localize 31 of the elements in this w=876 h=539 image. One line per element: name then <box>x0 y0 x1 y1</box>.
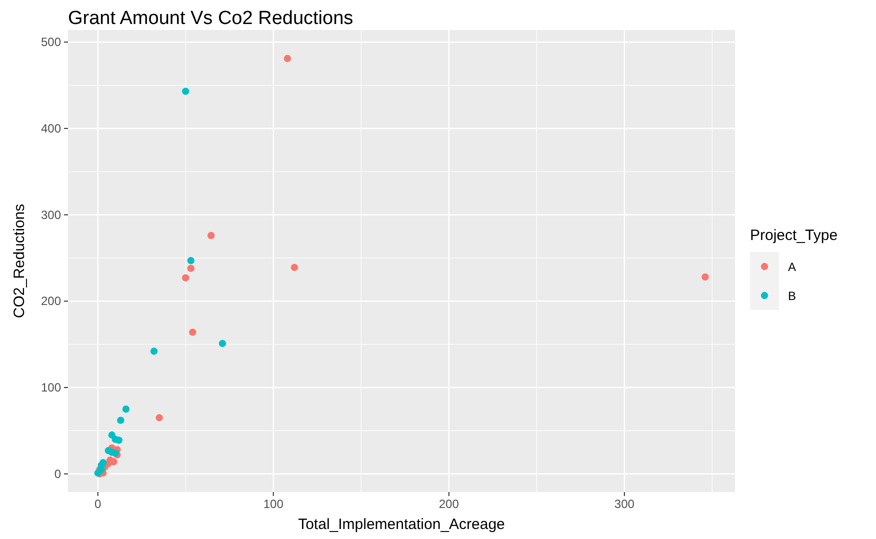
y-tick-label: 200 <box>40 294 62 308</box>
point <box>150 348 158 355</box>
point <box>187 264 194 272</box>
point <box>207 232 215 240</box>
x-tick-label: 100 <box>263 497 284 511</box>
point <box>115 436 123 444</box>
point <box>189 328 196 336</box>
point <box>187 256 194 264</box>
y-tick-label: 300 <box>40 208 62 222</box>
y-tick-label: 100 <box>40 380 62 395</box>
y-tick-label: 500 <box>40 35 62 50</box>
point <box>122 406 130 413</box>
legend-title: Project_Type <box>750 227 838 244</box>
point <box>702 273 709 281</box>
y-tick-label: 400 <box>40 121 62 136</box>
y-axis-title: CO2_Reductions <box>11 204 28 318</box>
legend-label: A <box>788 260 796 274</box>
x-axis-title: Total_Implementation_Acreage <box>298 516 505 533</box>
point <box>182 274 190 282</box>
x-tick-label: 200 <box>438 497 460 511</box>
point <box>156 414 163 422</box>
y-tick-label: 0 <box>54 466 62 481</box>
x-tick-label: 0 <box>94 497 102 511</box>
point <box>290 264 298 272</box>
point <box>218 340 226 348</box>
point <box>117 416 124 424</box>
point <box>284 54 292 62</box>
x-tick-label: 300 <box>614 497 635 511</box>
chart-title: Grant Amount Vs Co2 Reductions <box>68 8 354 29</box>
legend-label: B <box>788 289 796 303</box>
point <box>182 88 190 95</box>
